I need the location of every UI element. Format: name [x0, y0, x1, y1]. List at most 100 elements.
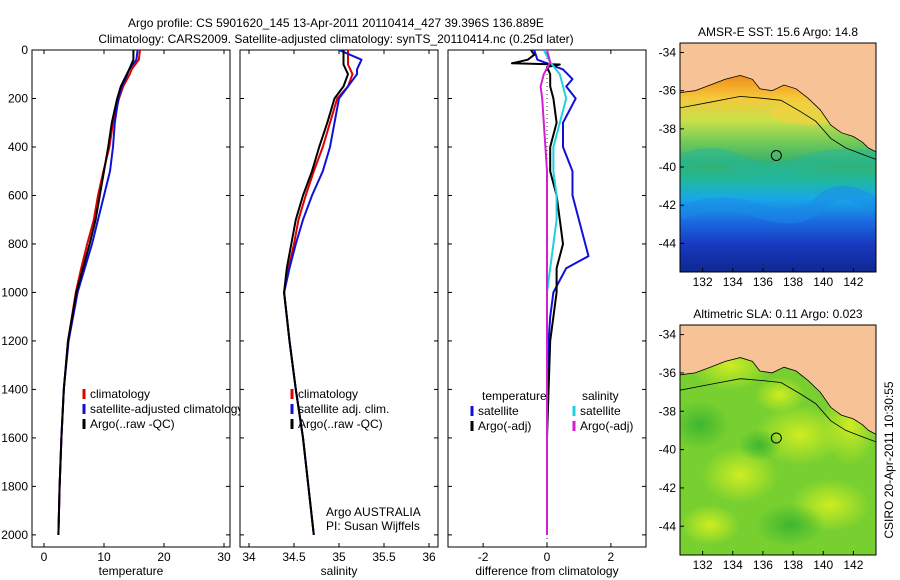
x-tick-label: 34.5 — [282, 550, 306, 564]
x-tick-label: 132 — [693, 275, 713, 289]
legend-label: Argo(-adj) — [478, 419, 531, 433]
profile-panel-1: 34 34.5 35 35.5 36 salinity climatologysatelli… — [239, 49, 439, 578]
legend-label: satellite — [478, 404, 519, 418]
x-tick-label: 35.5 — [372, 550, 396, 564]
series-group — [57, 50, 141, 535]
x-tick-label: 132 — [693, 558, 713, 572]
legend-label: satellite adj. clim. — [298, 402, 389, 416]
map-panel-1: Altimetric SLA: 0.11 Argo: 0.023 132 134 13… — [659, 307, 877, 572]
map-frame — [679, 42, 877, 273]
x-tick-label: 140 — [813, 558, 833, 572]
y-tick-label: -40 — [659, 443, 677, 457]
profile-panel-0: 0 10 20 30 0 200 400 600 800 1000 1200 1400 1600 1800… — [1, 43, 243, 578]
legend-label: Argo(..raw -QC) — [90, 417, 175, 431]
y-tick-label: -40 — [659, 160, 677, 174]
timestamp-side-text: CSIRO 20-Apr-2011 10:30:55 — [882, 381, 896, 539]
y-tick-label: 800 — [8, 237, 28, 251]
y-tick-label: 2000 — [1, 528, 28, 542]
argo-float-location-marker — [770, 432, 782, 444]
y-tick-label: 1600 — [1, 431, 28, 445]
x-tick-label: 30 — [217, 550, 231, 564]
x-tick-label: 134 — [723, 558, 743, 572]
shelf-contour — [680, 378, 876, 443]
legend-label: climatology — [90, 387, 150, 401]
legend-group-title: temperature — [482, 389, 547, 403]
map-body — [680, 43, 876, 272]
map-title: Altimetric SLA: 0.11 Argo: 0.023 — [693, 307, 863, 321]
land-mass — [680, 43, 876, 153]
x-tick-label: 140 — [813, 275, 833, 289]
y-tick-label: 1200 — [1, 334, 28, 348]
legend-label: satellite-adjusted climatology — [90, 402, 243, 416]
y-tick-label: -36 — [659, 84, 677, 98]
y-tick-label: 0 — [21, 43, 28, 57]
x-axis-label: temperature — [99, 564, 164, 578]
series-line-argo-raw-qc- — [283, 50, 349, 536]
y-tick-label: -38 — [659, 404, 677, 418]
legend-label: climatology — [298, 387, 358, 401]
x-tick-label: 0 — [544, 550, 551, 564]
y-tick-label: -44 — [659, 236, 677, 250]
credit-line2: PI: Susan Wijffels — [326, 519, 420, 533]
figure-title-line1: Argo profile: CS 5901620_145 13-Apr-2011… — [128, 16, 544, 30]
map-frame — [679, 324, 877, 556]
sla-anomaly-patch — [680, 400, 730, 450]
map-title: AMSR-E SST: 15.6 Argo: 14.8 — [698, 25, 858, 39]
figure-title-line2: Climatology: CARS2009. Satellite-adjuste… — [98, 32, 573, 46]
series-line-argo-adj- — [510, 50, 564, 535]
credit-line1: Argo AUSTRALIA — [326, 505, 421, 519]
x-tick-label: 134 — [723, 275, 743, 289]
y-tick-label: -34 — [659, 46, 677, 60]
x-tick-label: 36 — [422, 550, 436, 564]
y-tick-label: -38 — [659, 122, 677, 136]
x-tick-label: 0 — [41, 550, 48, 564]
argo-float-location-marker — [770, 150, 782, 162]
sst-front — [680, 148, 876, 179]
x-tick-label: -2 — [478, 550, 489, 564]
series-line-argo-raw-qc- — [57, 50, 135, 535]
y-tick-label: 1800 — [1, 479, 28, 493]
y-tick-label: 1000 — [1, 285, 28, 299]
legend-label: Argo(..raw -QC) — [298, 417, 383, 431]
plot-area-frame — [239, 49, 439, 548]
map-body — [680, 325, 876, 555]
y-tick-label: 200 — [8, 91, 28, 105]
y-tick-label: -42 — [659, 198, 677, 212]
sst-front — [680, 185, 876, 224]
x-tick-label: 138 — [783, 275, 803, 289]
legend-label: Argo(-adj) — [580, 419, 633, 433]
sla-anomaly-patch — [755, 377, 805, 413]
y-tick-label: -36 — [659, 366, 677, 380]
x-tick-label: 10 — [97, 550, 111, 564]
map-panel-0: AMSR-E SST: 15.6 Argo: 14.8 132 134 136 138 1… — [659, 25, 877, 289]
sla-anomaly-patch — [738, 429, 782, 461]
y-tick-label: -34 — [659, 328, 677, 342]
sla-anomaly-patch — [755, 503, 825, 547]
x-tick-label: 136 — [753, 275, 773, 289]
land-mass — [680, 325, 876, 435]
x-axis-label: difference from climatology — [475, 564, 618, 578]
x-tick-label: 20 — [157, 550, 171, 564]
legend-group-title: salinity — [582, 389, 619, 403]
sla-anomaly-patch — [702, 447, 778, 503]
series-group — [510, 50, 590, 535]
x-tick-label: 35 — [332, 550, 346, 564]
plot-area-frame — [31, 49, 231, 548]
x-tick-label: 2 — [608, 550, 615, 564]
x-tick-label: 142 — [843, 275, 863, 289]
x-axis-label: salinity — [321, 564, 358, 578]
legend-label: satellite — [580, 404, 621, 418]
y-tick-label: -42 — [659, 481, 677, 495]
y-tick-label: 1400 — [1, 382, 28, 396]
y-tick-label: 600 — [8, 188, 28, 202]
y-tick-label: -44 — [659, 519, 677, 533]
x-tick-label: 136 — [753, 558, 773, 572]
x-tick-label: 138 — [783, 558, 803, 572]
series-line-argo-adj- — [539, 50, 552, 535]
x-tick-label: 142 — [843, 558, 863, 572]
sla-anomaly-patch — [680, 505, 740, 545]
y-tick-label: 400 — [8, 140, 28, 154]
shelf-contour — [680, 95, 876, 160]
